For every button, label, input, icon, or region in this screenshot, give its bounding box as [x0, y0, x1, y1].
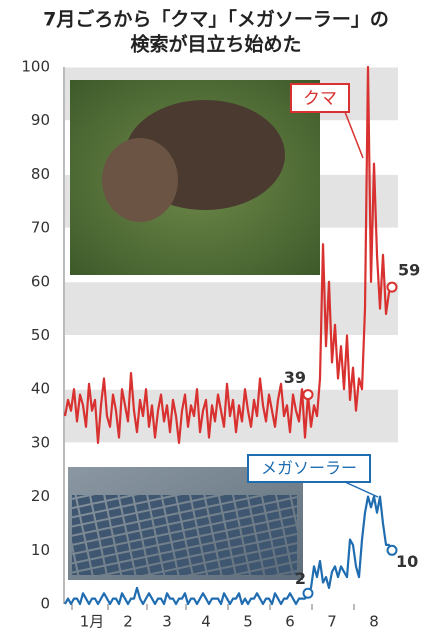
- point-marker: [386, 281, 398, 293]
- x-tick-label: 3: [162, 613, 172, 630]
- bear-head: [102, 138, 178, 222]
- y-tick-label: 70: [31, 219, 50, 237]
- y-tick-label: 20: [31, 487, 50, 505]
- value-label: 2: [295, 569, 306, 588]
- series-line: [64, 495, 393, 606]
- solar-panels: [72, 495, 297, 575]
- series-label: クマ: [303, 89, 337, 109]
- callout-box: [290, 83, 350, 113]
- plot: [63, 65, 393, 606]
- y-tick-label: 50: [31, 326, 50, 344]
- callout-line: [344, 481, 379, 498]
- x-tick-label: 2: [123, 613, 133, 630]
- value-label: 39: [284, 368, 306, 387]
- y-tick-label: 0: [40, 595, 50, 613]
- x-tick-label: 6: [285, 613, 295, 630]
- bear-photo: [70, 80, 320, 275]
- y-tick-label: 30: [31, 433, 50, 451]
- grid-band: [65, 281, 398, 336]
- y-tick-label: 60: [31, 272, 50, 290]
- point-marker: [386, 544, 398, 556]
- point-marker: [302, 587, 314, 599]
- x-tick-label: 1月: [80, 613, 105, 630]
- y-tick-label: 40: [31, 380, 50, 398]
- y-tick-label: 90: [31, 111, 50, 129]
- x-tick-label: 8: [369, 613, 379, 630]
- grid-band: [65, 389, 398, 443]
- x-tick-label: 4: [201, 613, 211, 630]
- y-tick-label: 100: [21, 58, 50, 76]
- value-label: 59: [398, 261, 420, 280]
- y-tick-label: 80: [31, 165, 50, 183]
- callout-box: [247, 454, 371, 483]
- series-label: メガソーラー: [261, 459, 357, 478]
- series-line: [63, 65, 393, 444]
- callout-line: [344, 111, 364, 159]
- chart-title: 7月ごろから「クマ」「メガソーラー」の: [43, 8, 389, 31]
- x-tick-label: 5: [243, 613, 253, 630]
- x-tick-label: 7: [327, 613, 337, 630]
- y-tick-label: 10: [31, 541, 50, 559]
- value-label: 10: [396, 552, 418, 571]
- chart-title: 検索が目立ち始めた: [130, 33, 301, 56]
- point-marker: [302, 389, 314, 401]
- solar-photo: [68, 467, 303, 580]
